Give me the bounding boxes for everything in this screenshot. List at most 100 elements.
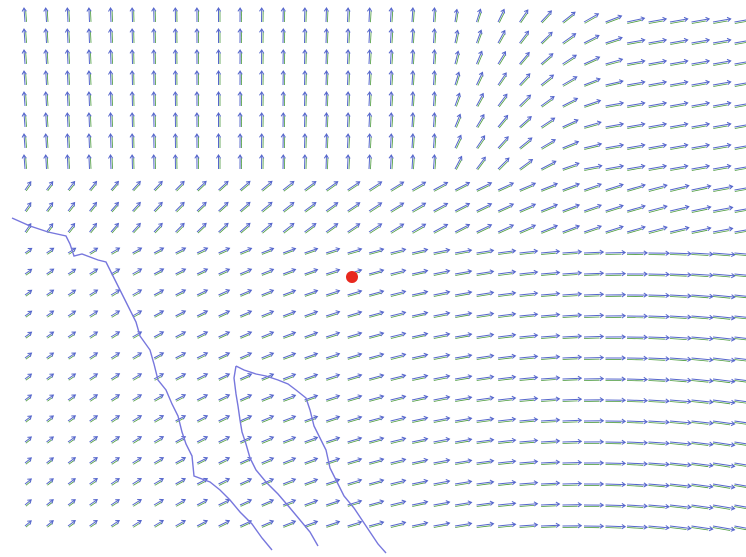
wind-vector-head xyxy=(159,478,164,483)
wind-vector-shadow xyxy=(498,336,513,339)
wind-vector-head xyxy=(599,439,605,445)
wind-vector-shaft xyxy=(626,226,646,233)
wind-vector-head xyxy=(665,419,670,425)
wind-vector-head xyxy=(445,331,451,337)
wind-vector-shaft xyxy=(390,28,392,44)
wind-vector-shaft xyxy=(691,123,710,128)
wind-vector-shadow xyxy=(712,506,731,510)
wind-vector-shadow xyxy=(734,380,746,383)
wind-vector-head xyxy=(21,91,27,96)
wind-vector-shadow xyxy=(326,397,338,402)
wind-vector-head xyxy=(313,499,319,504)
wind-vector-shadow xyxy=(283,460,294,465)
wind-vector-shaft xyxy=(24,394,32,401)
wind-vector-head xyxy=(445,352,451,358)
wind-vector-shaft xyxy=(540,377,560,380)
wind-vector-head xyxy=(687,272,692,278)
wind-vector-head xyxy=(93,289,99,294)
wind-vector-shaft xyxy=(218,436,230,443)
wind-vector-shadow xyxy=(605,18,620,24)
wind-vector-shaft xyxy=(132,331,142,338)
wind-vector-shadow xyxy=(648,359,665,361)
wind-vector-shaft xyxy=(583,56,600,65)
wind-vector-head xyxy=(730,526,736,532)
wind-vector-head xyxy=(114,180,120,186)
wind-vector-shadow xyxy=(326,292,338,297)
wind-vector-head xyxy=(533,332,539,339)
wind-vector-head xyxy=(511,374,517,380)
wind-vector-head xyxy=(158,180,163,186)
wind-vector-shaft xyxy=(734,441,746,445)
wind-vector-shaft xyxy=(454,333,472,338)
wind-vector-head xyxy=(247,456,253,462)
wind-vector-head xyxy=(313,478,319,483)
wind-vector-shaft xyxy=(261,247,274,254)
wind-vector-head xyxy=(533,311,539,317)
wind-vector-head xyxy=(377,223,383,228)
wind-vector-shadow xyxy=(90,225,97,234)
wind-vector-head xyxy=(489,353,495,359)
wind-vector-head xyxy=(577,523,583,529)
wind-vector-shadow xyxy=(111,204,119,213)
wind-vector-head xyxy=(313,331,319,337)
wind-vector-shaft xyxy=(67,289,76,296)
wind-vector-head xyxy=(445,458,451,464)
wind-vector-shaft xyxy=(261,331,274,338)
wind-vector-shadow xyxy=(433,335,447,339)
wind-vector-shaft xyxy=(325,28,327,44)
wind-vector-shadow xyxy=(541,99,553,108)
wind-vector-head xyxy=(683,16,689,22)
wind-vector-shaft xyxy=(261,202,273,212)
wind-vector-head xyxy=(504,157,510,163)
red-dot-icon[interactable] xyxy=(346,271,358,283)
wind-vector-shadow xyxy=(369,334,382,339)
wind-vector-head xyxy=(687,293,692,299)
wind-vector-shaft xyxy=(433,28,435,44)
wind-vector-shadow xyxy=(477,96,484,107)
wind-vector-head xyxy=(64,7,71,12)
wind-vector-shaft xyxy=(605,252,626,254)
wind-vector-head xyxy=(203,519,209,525)
wind-vector-head xyxy=(577,291,583,297)
wind-vector-shaft xyxy=(110,181,119,191)
wind-vector-shaft xyxy=(110,478,120,485)
wind-vector-shaft xyxy=(239,436,252,443)
wind-vector-shadow xyxy=(712,422,731,426)
wind-vector-head xyxy=(43,91,49,96)
wind-vector-shaft xyxy=(476,270,494,275)
wind-vector-head xyxy=(489,521,495,527)
wind-vector-shadow xyxy=(519,315,535,318)
wind-vector-shaft xyxy=(110,436,120,443)
wind-vector-shaft xyxy=(497,334,516,338)
wind-vector-shadow xyxy=(691,506,709,510)
wind-vector-shaft xyxy=(519,30,529,44)
wind-vector-head xyxy=(555,375,561,381)
wind-vector-shadow xyxy=(369,418,382,423)
wind-vector-head xyxy=(379,352,385,358)
wind-vector-head xyxy=(247,247,253,252)
wind-vector-head xyxy=(43,28,49,33)
wind-vector-head xyxy=(137,352,143,357)
wind-vector-shaft xyxy=(325,154,327,170)
wind-vector-shadow xyxy=(197,417,207,423)
wind-vector-head xyxy=(643,376,649,383)
wind-vector-head xyxy=(621,355,627,361)
wind-vector-shaft xyxy=(433,438,450,443)
wind-vector-head xyxy=(431,91,437,96)
wind-vector-shaft xyxy=(175,181,185,191)
wind-vector-shadow xyxy=(691,296,709,299)
wind-vector-shadow xyxy=(413,52,415,65)
wind-vector-shaft xyxy=(712,227,733,233)
wind-vector-shaft xyxy=(433,459,450,464)
wind-vector-shaft xyxy=(282,457,296,464)
wind-vector-shaft xyxy=(519,334,538,338)
wind-vector-head xyxy=(129,28,135,33)
wind-vector-shaft xyxy=(153,373,164,380)
wind-vector-shaft xyxy=(454,501,472,506)
wind-vector-shaft xyxy=(433,522,450,527)
wind-vector-shadow xyxy=(734,189,746,192)
wind-vector-shaft xyxy=(67,310,76,317)
wind-vector-shaft xyxy=(368,269,384,275)
